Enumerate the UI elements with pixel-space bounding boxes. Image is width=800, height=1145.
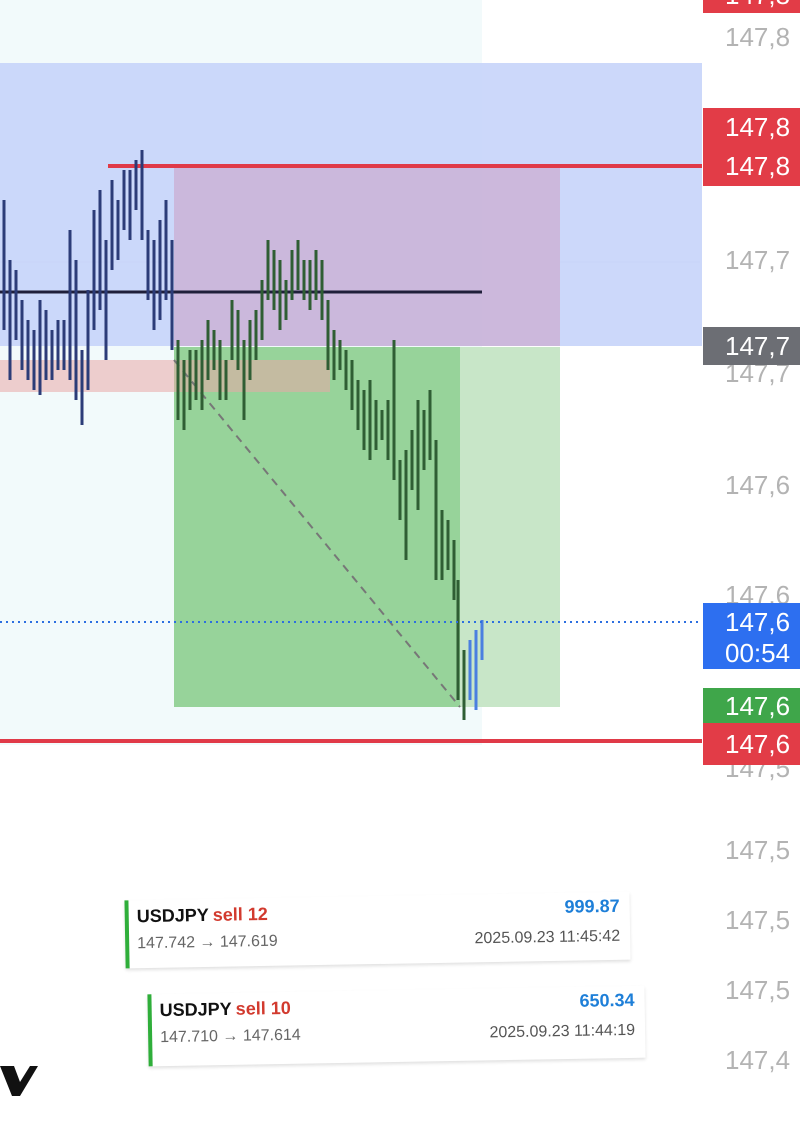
axis-label: 147,5 <box>725 905 790 935</box>
price-tag <box>703 147 800 186</box>
time: 2025.09.23 11:45:42 <box>474 927 621 948</box>
candles <box>468 620 484 710</box>
profit: 999.87 <box>564 895 620 917</box>
trend-line <box>173 359 461 708</box>
zone-profit <box>174 347 460 707</box>
tag-label: 147,6 <box>725 729 790 759</box>
price-tag <box>703 327 800 365</box>
countdown: 00:54 <box>725 638 790 668</box>
tag-label: 147,6 <box>725 691 790 721</box>
tag-label: 147,6 <box>725 607 790 637</box>
price-tag <box>703 108 800 147</box>
axis-label: 147,5 <box>725 835 790 865</box>
profit: 650.34 <box>579 989 635 1011</box>
side: sell 10 <box>235 997 291 1019</box>
symbol: USDJPY <box>159 998 232 1021</box>
candles <box>2 150 174 425</box>
logo <box>0 1066 38 1096</box>
time: 2025.09.23 11:44:19 <box>489 1021 636 1042</box>
tag-label: 147,8 <box>725 112 790 142</box>
axis-label: 147,7 <box>725 245 790 275</box>
side: sell 12 <box>212 903 268 925</box>
price-tag <box>703 603 800 669</box>
zone-red <box>0 360 330 392</box>
price-tag <box>703 723 800 765</box>
symbol: USDJPY <box>136 904 209 927</box>
tag-label: 147,8 <box>725 0 790 10</box>
price-tag <box>703 688 800 723</box>
tag-label: 147,8 <box>725 151 790 181</box>
trade-card: USDJPY sell 12 147.742 → 147.619 999.87 2… <box>124 891 631 969</box>
axis-label: 147,5 <box>725 975 790 1005</box>
candles <box>176 240 466 720</box>
axis-label: 147,8 <box>725 22 790 52</box>
axis-label: 147,4 <box>725 1045 790 1075</box>
trade-card: USDJPY sell 10 147.710 → 147.614 650.34 2… <box>147 985 646 1067</box>
price-tag <box>703 0 800 13</box>
axis-label: 147,6 <box>725 470 790 500</box>
tag-label: 147,7 <box>725 331 790 361</box>
